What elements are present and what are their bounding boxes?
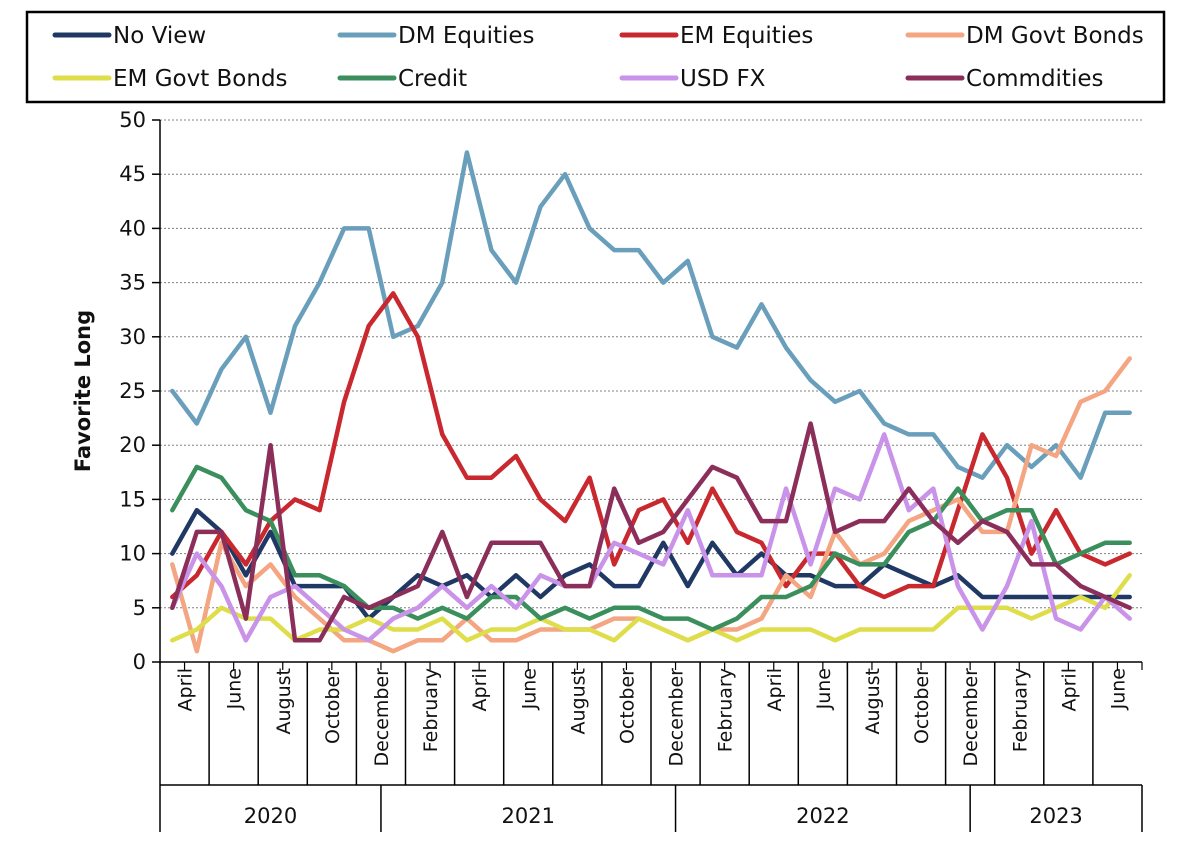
x-year-label: 2023 xyxy=(1029,804,1082,828)
x-month-label: April xyxy=(1058,668,1080,711)
x-month-label: October xyxy=(322,668,344,744)
legend-box xyxy=(25,10,1166,104)
y-tick-label: 5 xyxy=(133,596,146,620)
y-tick-label: 15 xyxy=(119,487,146,511)
legend-label: Commdities xyxy=(966,66,1103,92)
x-month-label: October xyxy=(911,668,933,744)
x-month-label: August xyxy=(862,668,884,735)
x-month-label: February xyxy=(715,668,737,752)
y-tick-label: 10 xyxy=(119,542,146,566)
gridlines xyxy=(160,119,1142,609)
legend-label: USD FX xyxy=(680,66,766,92)
x-year-label: 2021 xyxy=(502,804,555,828)
y-tick-label: 0 xyxy=(133,650,146,674)
x-month-label: August xyxy=(567,668,589,735)
series-line-credit xyxy=(170,464,1132,632)
x-month-label: October xyxy=(616,668,638,744)
legend-label: No View xyxy=(113,23,206,49)
x-year-label: 2020 xyxy=(244,804,297,828)
x-month-label: June xyxy=(224,668,246,710)
x-month-label: June xyxy=(518,668,540,710)
x-month-label: December xyxy=(960,668,982,767)
legend-label: EM Equities xyxy=(680,23,813,49)
series-line-no-view xyxy=(170,507,1132,621)
y-tick-label: 40 xyxy=(119,216,146,240)
series-lines xyxy=(170,150,1132,654)
legend-label: Credit xyxy=(398,66,467,92)
x-month-label: April xyxy=(469,668,491,711)
y-tick-label: 45 xyxy=(119,162,146,186)
legend-label: DM Equities xyxy=(398,23,535,49)
legend: No View DM Equities EM Equities DM Govt Bon… xyxy=(25,10,1166,104)
legend-label: EM Govt Bonds xyxy=(113,66,288,92)
y-axis-label: Favorite Long xyxy=(71,310,95,472)
x-month-label: December xyxy=(371,668,393,767)
x-month-label: April xyxy=(175,668,197,711)
y-axis-ticks: 0 5 10 15 20 25 30 35 40 45 50 xyxy=(119,108,160,674)
y-tick-label: 50 xyxy=(119,108,146,132)
legend-label: DM Govt Bonds xyxy=(966,23,1144,49)
y-tick-label: 25 xyxy=(119,379,146,403)
x-axis: April June August October December February Ap… xyxy=(159,662,1143,832)
series-line-dm-equities xyxy=(170,150,1132,480)
x-month-label: June xyxy=(1107,668,1129,710)
y-tick-label: 35 xyxy=(119,271,146,295)
x-month-label: February xyxy=(420,668,442,752)
x-month-label: August xyxy=(273,668,295,735)
series-line-em-equities xyxy=(170,291,1132,600)
x-month-label: December xyxy=(666,668,688,767)
y-tick-label: 20 xyxy=(119,433,146,457)
x-year-label: 2022 xyxy=(796,804,849,828)
x-month-label: April xyxy=(764,668,786,711)
x-month-label: February xyxy=(1009,668,1031,752)
axes xyxy=(159,120,1142,663)
x-month-label: June xyxy=(813,668,835,710)
series-line-commdities xyxy=(170,421,1132,643)
y-tick-label: 30 xyxy=(119,325,146,349)
